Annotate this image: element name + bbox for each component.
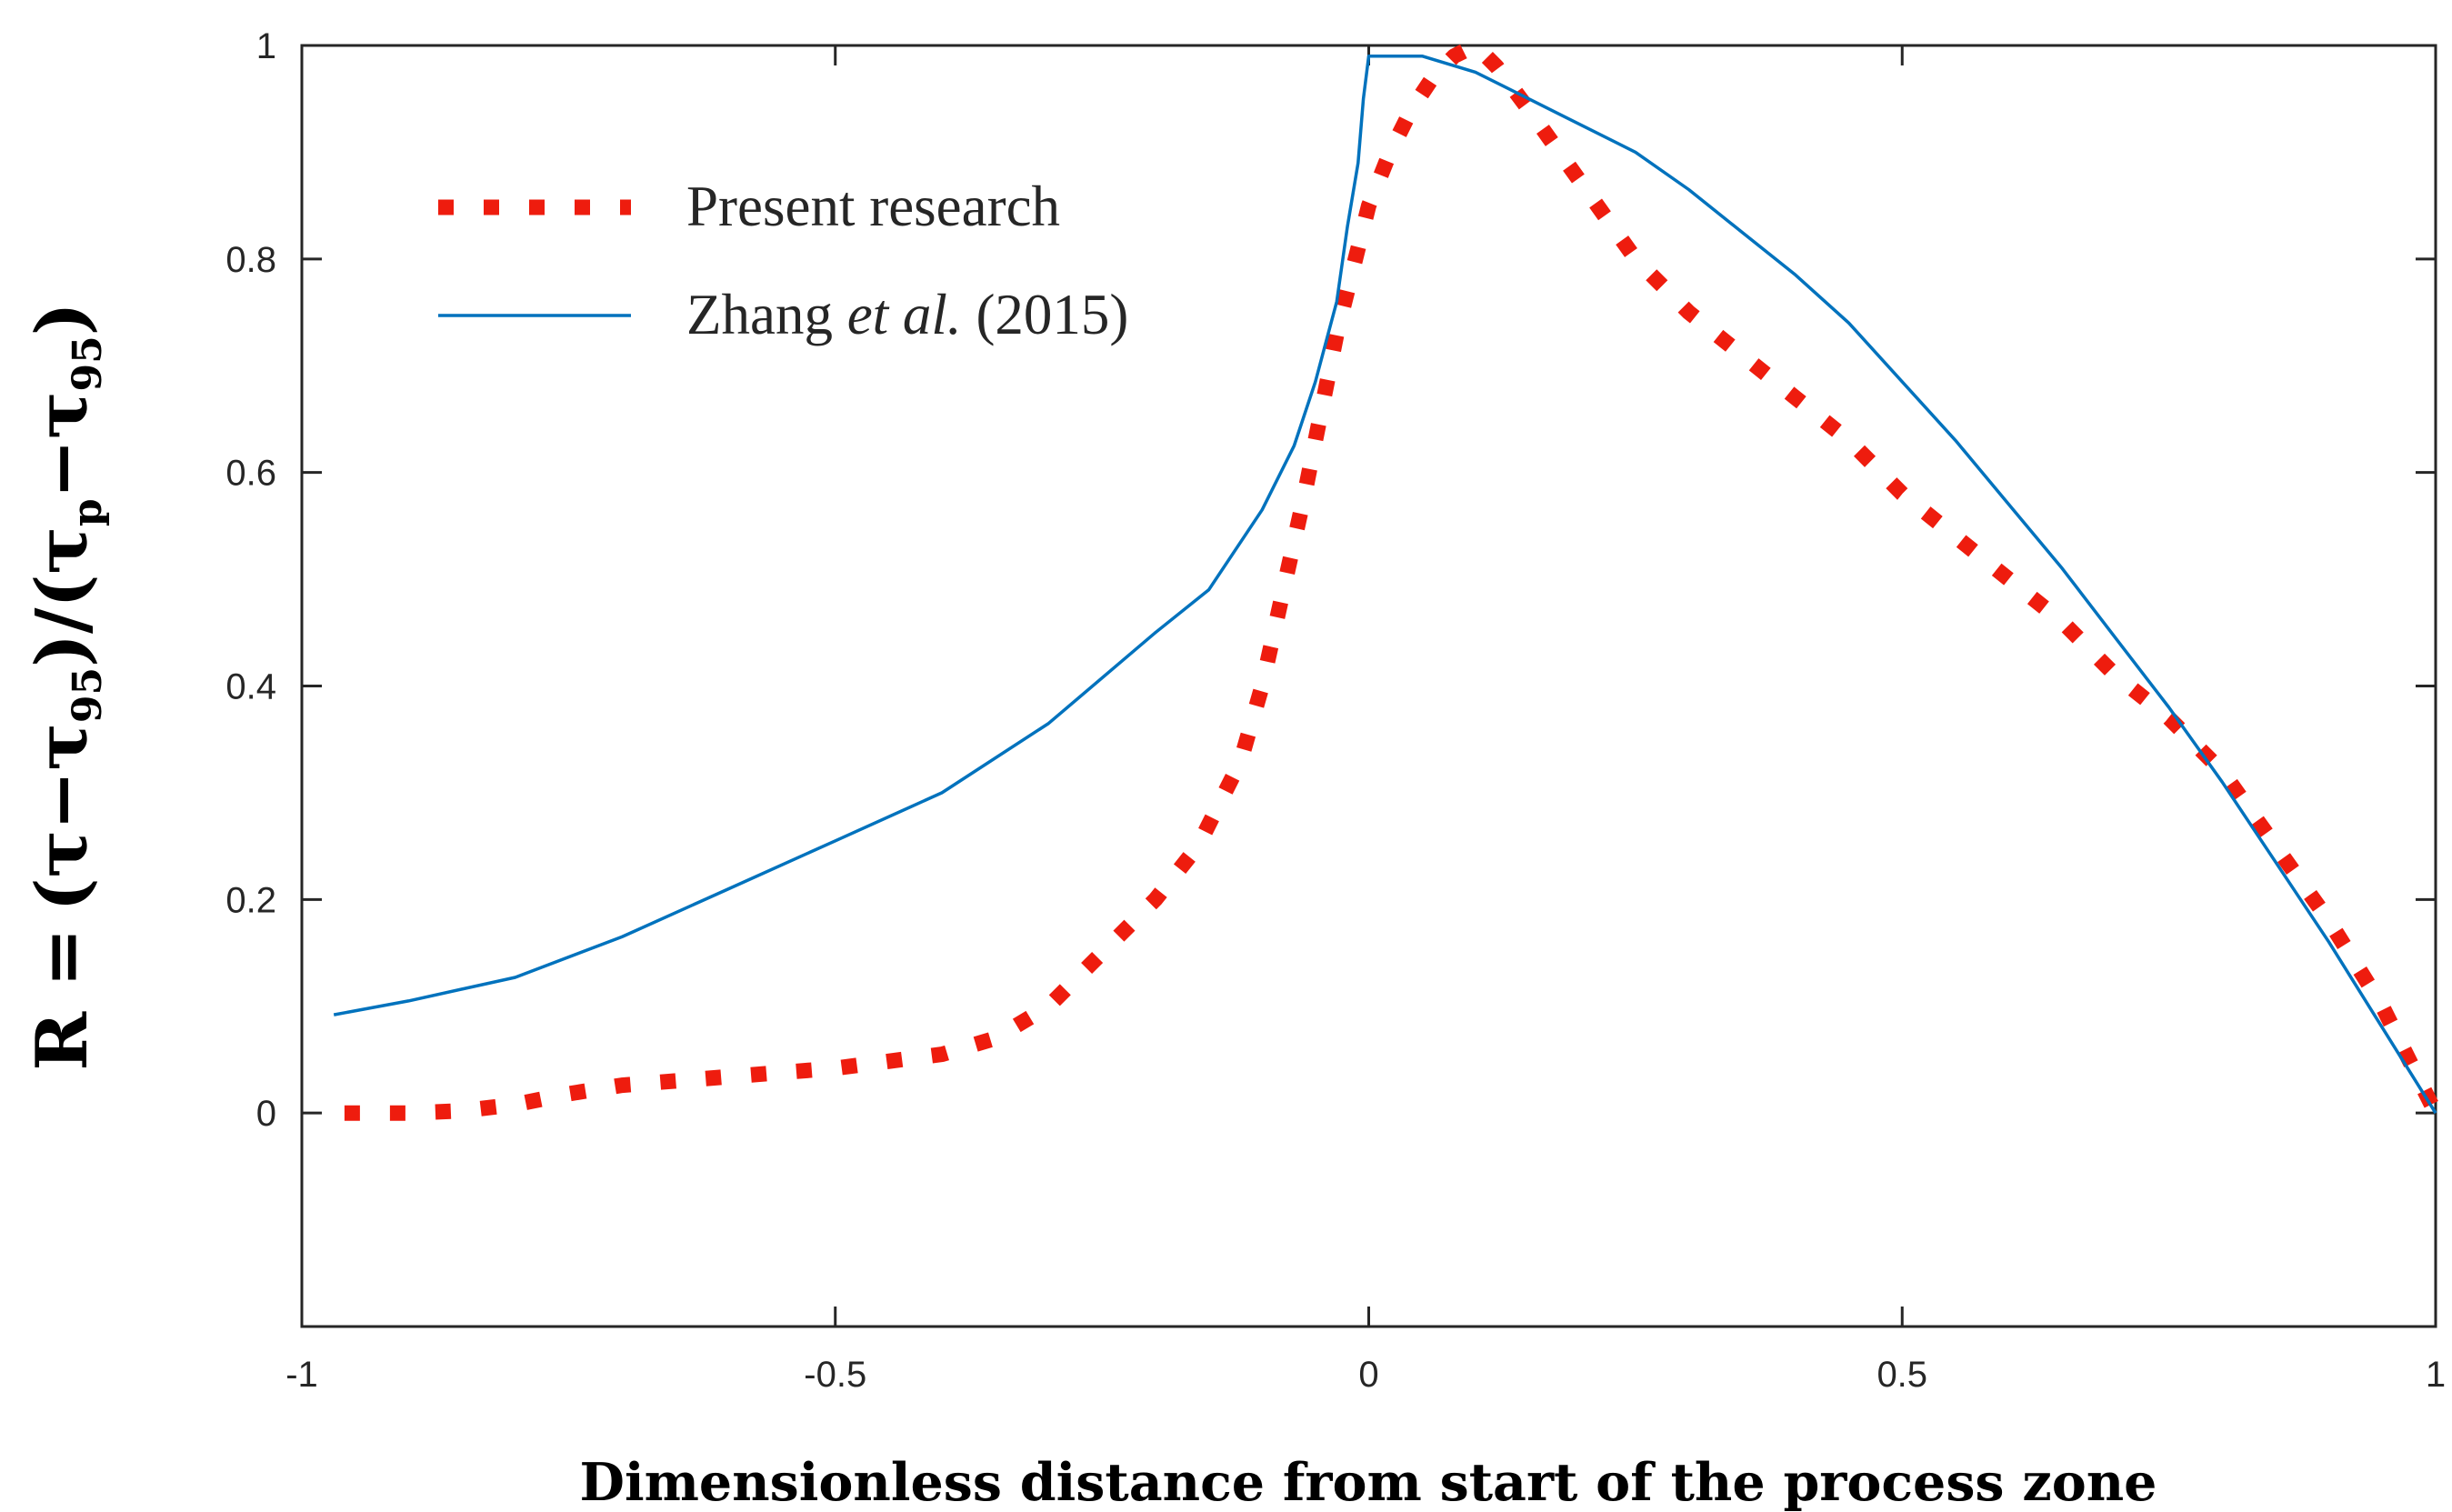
y-label-rparen-2: ) [21, 302, 104, 335]
y-tick-label: 0.6 [225, 454, 276, 494]
y-label-sub95-2: 95 [65, 335, 111, 391]
y-label-lhs: R = [21, 927, 104, 1070]
y-label-tau-4: τ [21, 391, 104, 438]
x-tick-label: 0.5 [1877, 1355, 1927, 1395]
x-tick-label: -0.5 [804, 1355, 866, 1395]
legend-label-present: Present research [686, 175, 1060, 238]
legend: Present research Zhang et al. (2015) [438, 175, 1128, 346]
legend-label-zhang: Zhang et al. (2015) [686, 283, 1128, 346]
y-tick-label: 0.2 [225, 880, 276, 920]
y-tick-label: 0 [256, 1094, 276, 1134]
y-label-sub95-1: 95 [65, 667, 111, 723]
y-label-rparen-1: ) [21, 634, 104, 667]
x-tick-label: 0 [1358, 1355, 1378, 1395]
x-tick-label: 1 [2426, 1355, 2446, 1395]
y-label-tau-1: τ [21, 830, 104, 877]
y-axis-ticks: 0 0.2 0.4 0.6 0.8 1 [225, 26, 2436, 1134]
x-axis-label: Dimensionless distance from start of the… [580, 1452, 2157, 1512]
y-label-tau-2: τ [21, 723, 104, 770]
y-axis-label: R =(τ−τ95)/(τp−τ95) [21, 302, 111, 1070]
x-axis-ticks: -1 -0.5 0 0.5 1 [285, 45, 2446, 1395]
y-tick-label: 1 [256, 26, 276, 66]
series-layer [333, 37, 2443, 1121]
legend-zhang-suffix: (2015) [962, 283, 1129, 346]
y-tick-label: 0.4 [225, 667, 276, 707]
legend-zhang-italic: et al. [847, 283, 962, 346]
x-tick-label: -1 [285, 1355, 318, 1395]
series-line-zhang-2015 [333, 54, 2437, 1115]
legend-zhang-prefix: Zhang [686, 283, 847, 346]
y-label-minus-2: − [21, 439, 104, 498]
y-label-slash: / [21, 607, 104, 634]
y-label-lparen-2: ( [21, 575, 104, 608]
y-label-subp: p [65, 498, 111, 526]
y-label-lparen-1: ( [21, 877, 104, 911]
y-axis-label-text: R =(τ−τ95)/(τp−τ95) [21, 302, 111, 1070]
y-tick-label: 0.8 [225, 240, 276, 280]
y-label-tau-3: τ [21, 526, 104, 574]
y-label-minus-1: − [21, 771, 104, 830]
